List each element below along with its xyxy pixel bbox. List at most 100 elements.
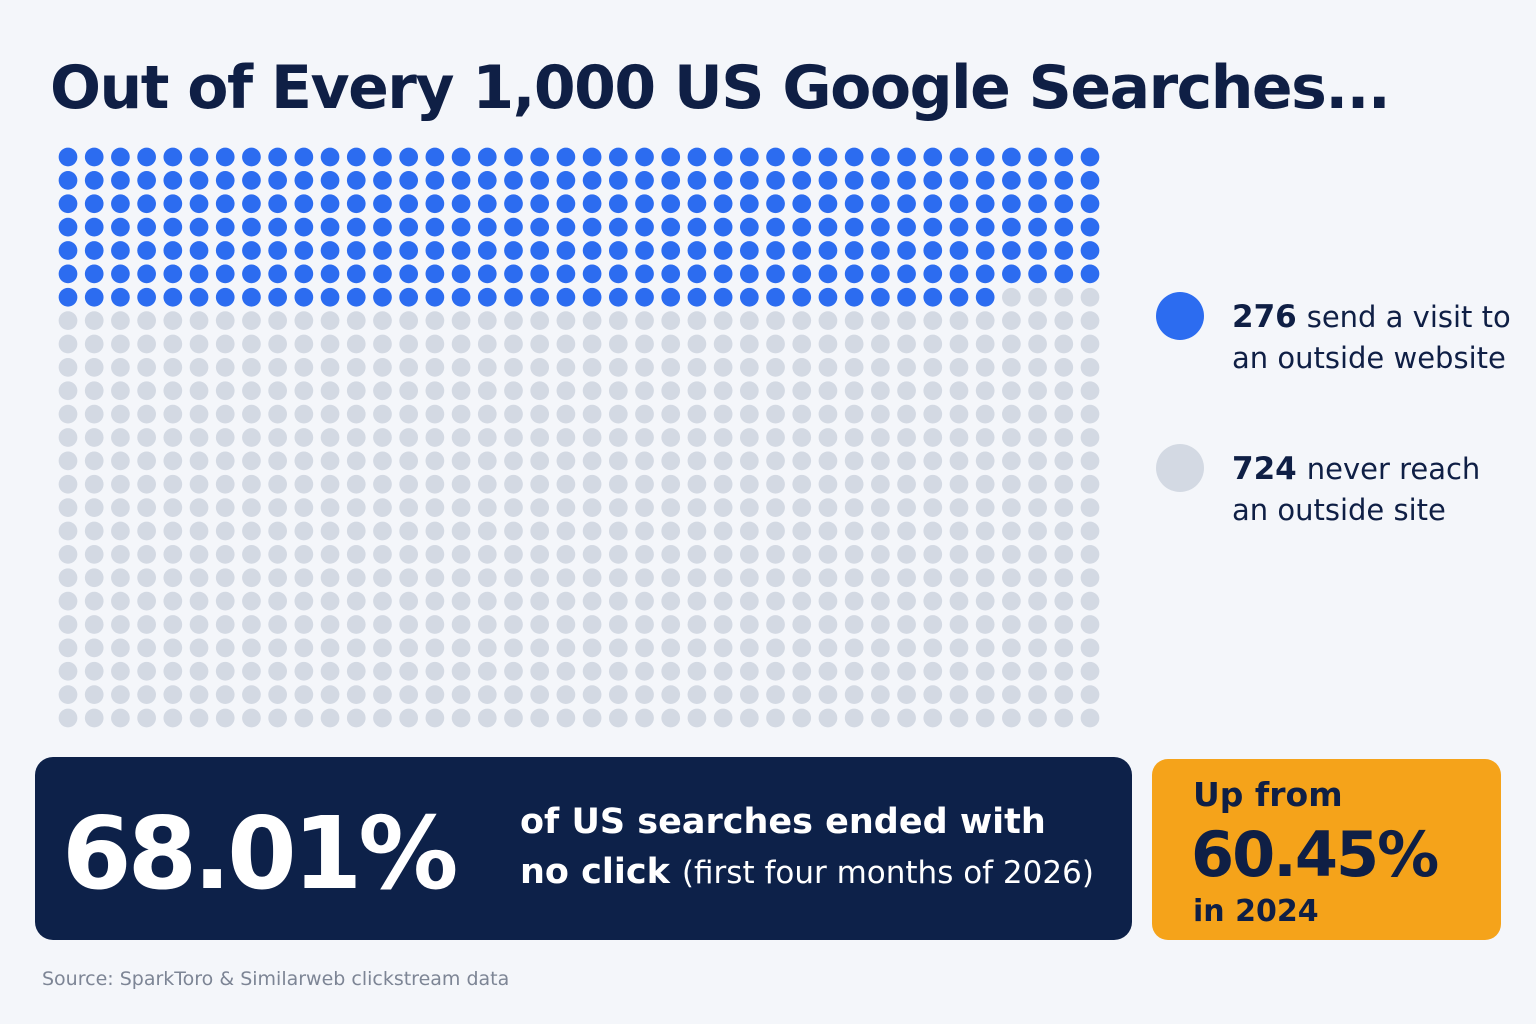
waffle-dot (1028, 358, 1047, 377)
waffle-dot (137, 685, 156, 704)
waffle-dot (268, 194, 287, 214)
waffle-dot (111, 358, 130, 377)
waffle-dot (1028, 708, 1047, 728)
waffle-dot (635, 474, 654, 494)
waffle-dot (451, 358, 471, 377)
waffle-dot (1002, 241, 1021, 260)
waffle-dot (137, 521, 156, 541)
waffle-dot (975, 287, 995, 307)
waffle-dot (215, 217, 235, 237)
waffle-dot (1002, 428, 1021, 447)
waffle-dot (320, 287, 340, 307)
waffle-dot (530, 334, 550, 354)
waffle-dot (294, 685, 314, 704)
waffle-dot (975, 615, 995, 634)
waffle-dot (582, 498, 602, 517)
waffle-dot (949, 358, 969, 377)
waffle-dot (477, 474, 497, 494)
waffle-dot (294, 264, 314, 284)
waffle-dot (844, 194, 864, 214)
waffle-dot (530, 474, 550, 494)
waffle-dot (268, 708, 287, 728)
waffle-dot (477, 287, 497, 307)
waffle-dot (897, 147, 916, 167)
waffle-dot (504, 241, 523, 260)
waffle-dot (582, 685, 602, 704)
waffle-dot (739, 404, 759, 424)
waffle-dot (635, 241, 654, 260)
waffle-dot (556, 171, 576, 190)
waffle-dot (792, 708, 812, 728)
waffle-dot (635, 498, 654, 517)
waffle-dot (530, 498, 550, 517)
waffle-dot (582, 521, 602, 541)
waffle-dot (137, 638, 156, 658)
waffle-dot (346, 591, 366, 611)
waffle-dot (111, 591, 130, 611)
waffle-dot (294, 661, 314, 681)
waffle-dot (661, 358, 681, 377)
waffle-dot (163, 217, 183, 237)
waffle-dot (504, 428, 523, 447)
waffle-dot (766, 591, 785, 611)
waffle-dot (242, 311, 261, 330)
waffle-dot (58, 568, 78, 588)
waffle-dot (556, 661, 576, 681)
waffle-dot (871, 171, 890, 190)
waffle-dot (897, 428, 916, 447)
waffle-dot (713, 287, 733, 307)
waffle-dot (215, 241, 235, 260)
waffle-dot (687, 661, 707, 681)
waffle-dot (84, 404, 104, 424)
waffle-dot (1002, 474, 1021, 494)
waffle-dot (844, 545, 864, 564)
waffle-dot (844, 241, 864, 260)
waffle-dot (504, 591, 523, 611)
comparison-lead: Up from (1193, 775, 1343, 814)
waffle-dot (661, 194, 681, 214)
waffle-dot (556, 545, 576, 564)
waffle-dot (818, 241, 838, 260)
waffle-dot (871, 591, 890, 611)
waffle-dot (792, 264, 812, 284)
waffle-dot (1054, 217, 1074, 237)
waffle-dot (766, 404, 785, 424)
waffle-dot (582, 568, 602, 588)
waffle-dot (215, 474, 235, 494)
waffle-dot (189, 241, 209, 260)
waffle-dot (661, 591, 681, 611)
waffle-dot (189, 521, 209, 541)
waffle-dot (1080, 521, 1100, 541)
waffle-dot (1002, 311, 1021, 330)
waffle-dot (215, 591, 235, 611)
waffle-dot (399, 404, 419, 424)
waffle-dot (949, 428, 969, 447)
waffle-dot (530, 381, 550, 401)
waffle-dot (320, 474, 340, 494)
legend-label: an outside site (1232, 493, 1446, 527)
waffle-dot (608, 615, 628, 634)
chart-title: Out of Every 1,000 US Google Searches... (50, 53, 1389, 123)
waffle-dot (687, 591, 707, 611)
waffle-dot (923, 708, 943, 728)
waffle-dot (451, 217, 471, 237)
waffle-dot (346, 708, 366, 728)
waffle-dot (189, 451, 209, 471)
waffle-dot (294, 568, 314, 588)
waffle-dot (163, 685, 183, 704)
waffle-dot (84, 638, 104, 658)
waffle-dot (792, 404, 812, 424)
waffle-dot (294, 521, 314, 541)
waffle-dot (635, 428, 654, 447)
waffle-dot (897, 194, 916, 214)
waffle-dot (975, 334, 995, 354)
waffle-dot (399, 521, 419, 541)
waffle-dot (84, 264, 104, 284)
waffle-dot (949, 171, 969, 190)
waffle-dot (635, 381, 654, 401)
waffle-dot (320, 404, 340, 424)
waffle-dot (84, 194, 104, 214)
waffle-dot (949, 568, 969, 588)
waffle-dot (530, 638, 550, 658)
waffle-dot (661, 311, 681, 330)
